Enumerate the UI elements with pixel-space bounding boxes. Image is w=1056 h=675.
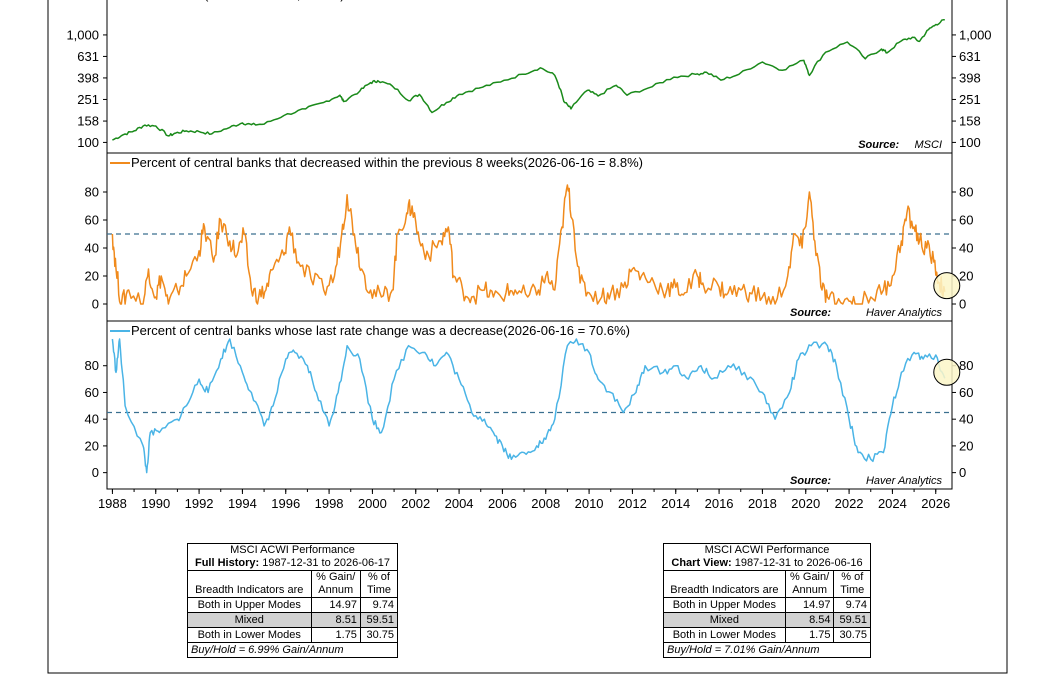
performance-table-chart-view: MSCI ACWI Performance Chart View: 1987-1… (663, 543, 871, 658)
table-title: MSCI ACWI Performance (663, 543, 871, 557)
y-tick-label-right: 0 (959, 465, 966, 480)
x-tick-label: 2014 (661, 496, 690, 511)
x-tick-label: 2020 (791, 496, 820, 511)
panel-2: 0 0 20 20 40 40 60 60 80 80 Percent of central ban… (85, 152, 973, 322)
series-line (112, 19, 945, 141)
col-time-header: % of Time (833, 570, 871, 598)
table-row: Both in Lower Modes 1.75 30.75 (663, 627, 871, 643)
y-tick-label-right: 1,000 (959, 27, 992, 42)
x-tick-label: 2016 (705, 496, 734, 511)
table-range-dates: 1987-12-31 to 2026-06-16 (734, 557, 863, 569)
col-label: Breadth Indicators are (187, 570, 312, 598)
plot-frame (106, 320, 953, 490)
y-tick-label-left: 80 (85, 358, 99, 373)
y-tick-label-left: 0 (92, 297, 99, 312)
x-tick-label: 2010 (575, 496, 604, 511)
y-tick-label-right: 40 (959, 412, 973, 427)
source-name: Haver Analytics (866, 475, 943, 487)
source-name: MSCI (915, 139, 943, 151)
x-tick-label: 2012 (618, 496, 647, 511)
x-tick-label: 2000 (358, 496, 387, 511)
table-footer: Buy/Hold = 7.01% Gain/Annum (663, 642, 871, 658)
y-tick-label-right: 60 (959, 213, 973, 228)
y-tick-label-right: 60 (959, 385, 973, 400)
panel-1: 100 100 158 158 251 251 398 398 631 631 1,000 1,000… (66, 0, 992, 154)
y-tick-label-right: 20 (959, 438, 973, 453)
panel-title: Percent of central banks that decreased … (131, 155, 643, 170)
x-tick-label: 2006 (488, 496, 517, 511)
y-tick-label-right: 398 (959, 70, 981, 85)
x-tick-label: 1988 (98, 496, 127, 511)
table-range: Full History: 1987-12-31 to 2026-06-17 (187, 557, 398, 571)
y-tick-label-left: 0 (92, 465, 99, 480)
x-tick-label: 2018 (748, 496, 777, 511)
table-row: Mixed 8.54 59.51 (663, 612, 871, 628)
x-axis: 1988 1990 1992 1994 1996 1998 2000 2002 2004 2006… (98, 489, 950, 511)
col-label: Breadth Indicators are (663, 570, 786, 598)
y-tick-label-left: 631 (77, 49, 99, 64)
col-time-header: % of Time (359, 570, 399, 598)
y-tick-label-left: 158 (77, 114, 99, 129)
outer-frame (47, 0, 1008, 674)
source-label: Source: (790, 475, 831, 487)
y-tick-label-right: 631 (959, 49, 981, 64)
panel-3: 0 0 20 20 40 40 60 60 80 80 Percent of central ban… (85, 320, 973, 490)
series-line (111, 184, 946, 305)
latest-value-highlight (933, 358, 961, 386)
table-range-dates: 1987-12-31 to 2026-06-17 (262, 557, 391, 569)
table-footer: Buy/Hold = 6.99% Gain/Annum (187, 642, 398, 658)
y-tick-label-left: 20 (85, 269, 99, 284)
x-tick-label: 1990 (141, 496, 170, 511)
table-range: Chart View: 1987-12-31 to 2026-06-16 (663, 557, 871, 571)
table-row: Both in Lower Modes 1.75 30.75 (187, 627, 399, 643)
y-tick-label-right: 20 (959, 269, 973, 284)
y-tick-label-right: 80 (959, 358, 973, 373)
y-tick-label-right: 251 (959, 92, 981, 107)
x-tick-label: 2024 (878, 496, 907, 511)
y-tick-label-left: 1,000 (66, 27, 99, 42)
y-tick-label-right: 100 (959, 135, 981, 150)
x-tick-label: 1992 (185, 496, 214, 511)
series-line (111, 338, 946, 474)
col-gain-header: % Gain/Annum (310, 570, 361, 598)
source-name: Haver Analytics (866, 307, 943, 319)
performance-table-full-history: MSCI ACWI Performance Full History: 1987… (187, 543, 399, 658)
panel-title: MSCI ACWI (2026-06-16 = 1,384.25) (131, 0, 345, 2)
x-tick-label: 2002 (401, 496, 430, 511)
x-tick-label: 1998 (315, 496, 344, 511)
x-tick-label: 2026 (921, 496, 950, 511)
y-tick-label-right: 40 (959, 241, 973, 256)
y-tick-label-left: 40 (85, 241, 99, 256)
x-tick-label: 1996 (271, 496, 300, 511)
table-title: MSCI ACWI Performance (187, 543, 398, 557)
x-tick-label: 1994 (228, 496, 257, 511)
source-label: Source: (790, 307, 831, 319)
y-tick-label-right: 158 (959, 114, 981, 129)
panel-title: Percent of central banks whose last rate… (131, 323, 630, 338)
latest-value-highlight (933, 272, 961, 300)
source-label: Source: (858, 139, 899, 151)
x-tick-label: 2022 (835, 496, 864, 511)
table-row: Both in Upper Modes 14.97 9.74 (187, 597, 399, 613)
col-gain-header: % Gain/Annum (784, 570, 835, 598)
table-range-label: Full History: (194, 557, 260, 569)
y-tick-label-left: 251 (77, 92, 99, 107)
table-range-label: Chart View: (671, 557, 732, 569)
y-tick-label-left: 60 (85, 213, 99, 228)
table-row: Both in Upper Modes 14.97 9.74 (663, 597, 871, 613)
x-tick-label: 2004 (445, 496, 474, 511)
y-tick-label-left: 60 (85, 385, 99, 400)
y-tick-label-left: 20 (85, 438, 99, 453)
y-tick-label-left: 40 (85, 412, 99, 427)
x-tick-label: 2008 (531, 496, 560, 511)
y-tick-label-left: 398 (77, 70, 99, 85)
table-row: Mixed 8.51 59.51 (187, 612, 399, 628)
y-tick-label-right: 80 (959, 185, 973, 200)
y-tick-label-left: 100 (77, 135, 99, 150)
y-tick-label-left: 80 (85, 185, 99, 200)
y-tick-label-right: 0 (959, 297, 966, 312)
plot-frame (106, 0, 953, 154)
